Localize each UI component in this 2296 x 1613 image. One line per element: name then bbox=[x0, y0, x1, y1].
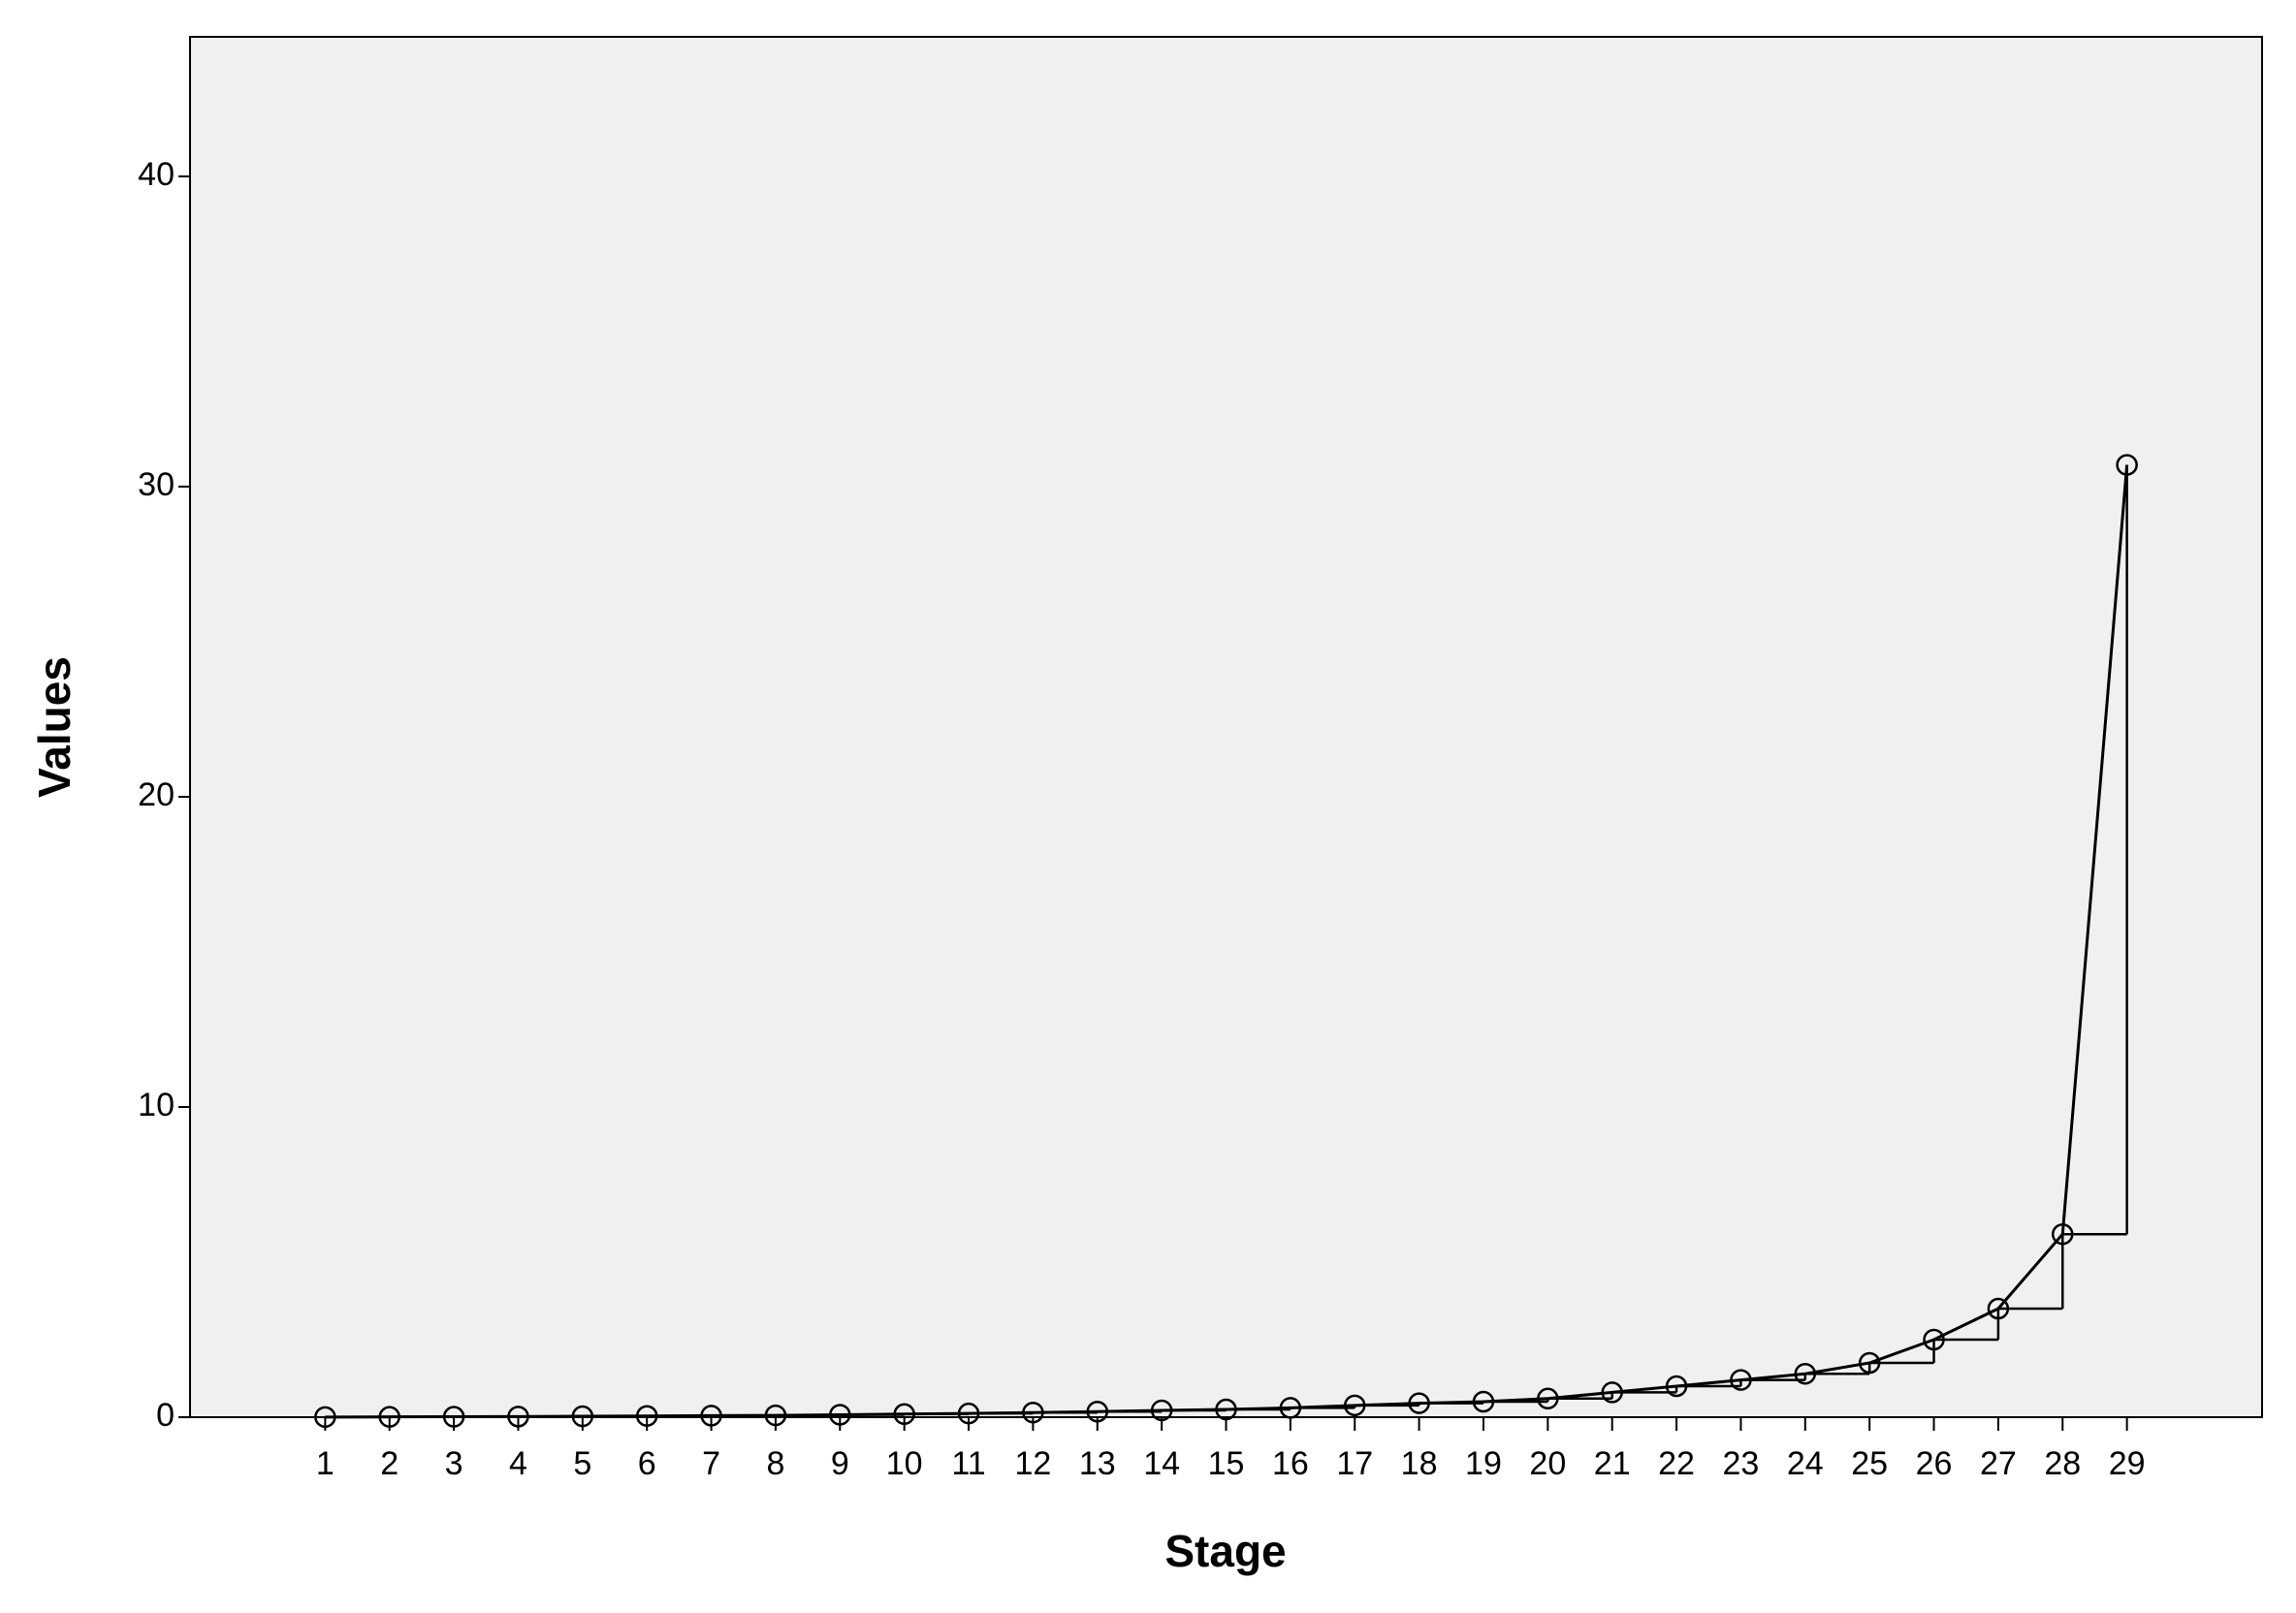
x-tick-label: 14 bbox=[1143, 1445, 1180, 1482]
data-point bbox=[2052, 1222, 2074, 1246]
x-tick-label: 5 bbox=[573, 1445, 591, 1482]
x-tick-label: 6 bbox=[638, 1445, 656, 1482]
data-point bbox=[829, 1404, 851, 1426]
x-tick-label: 4 bbox=[509, 1445, 527, 1482]
x-tick-label: 22 bbox=[1658, 1445, 1695, 1482]
data-point bbox=[1022, 1401, 1044, 1424]
x-tick-label: 12 bbox=[1014, 1445, 1051, 1482]
x-axis-title: Stage bbox=[1164, 1526, 1286, 1576]
x-tick-label: 16 bbox=[1272, 1445, 1309, 1482]
data-point bbox=[1086, 1400, 1109, 1423]
data-point bbox=[764, 1404, 787, 1427]
data-point bbox=[893, 1403, 915, 1426]
data-point bbox=[1408, 1392, 1430, 1414]
x-tick-label: 26 bbox=[1916, 1445, 1953, 1482]
data-point bbox=[1472, 1390, 1495, 1413]
x-tick-label: 28 bbox=[2044, 1445, 2081, 1482]
plot-area bbox=[189, 36, 2263, 1418]
data-point bbox=[1923, 1328, 1945, 1351]
data-point bbox=[1858, 1351, 1881, 1375]
data-point bbox=[1601, 1381, 1623, 1404]
x-tick-label: 10 bbox=[886, 1445, 923, 1482]
x-tick-label: 11 bbox=[951, 1445, 985, 1482]
data-point bbox=[635, 1405, 658, 1427]
x-tick-label: 23 bbox=[1723, 1445, 1760, 1482]
x-tick-label: 9 bbox=[831, 1445, 849, 1482]
data-point bbox=[1279, 1397, 1302, 1419]
data-point bbox=[1987, 1297, 2010, 1320]
data-point bbox=[700, 1405, 722, 1427]
x-tick-label: 13 bbox=[1079, 1445, 1116, 1482]
x-tick-label: 20 bbox=[1529, 1445, 1566, 1482]
x-tick-label: 24 bbox=[1787, 1445, 1824, 1482]
x-tick-label: 29 bbox=[2109, 1445, 2146, 1482]
data-point bbox=[1215, 1398, 1237, 1421]
x-tick-label: 27 bbox=[1980, 1445, 2017, 1482]
x-tick-label: 15 bbox=[1208, 1445, 1245, 1482]
x-tick-label: 17 bbox=[1336, 1445, 1373, 1482]
data-point bbox=[571, 1405, 594, 1428]
x-tick-label: 1 bbox=[316, 1445, 335, 1482]
x-tick-label: 25 bbox=[1851, 1445, 1888, 1482]
x-tick-label: 2 bbox=[380, 1445, 399, 1482]
x-tick-label: 18 bbox=[1401, 1445, 1438, 1482]
x-tick-label: 8 bbox=[766, 1445, 784, 1482]
data-line bbox=[325, 464, 2129, 1419]
y-tick-label: 30 bbox=[138, 466, 175, 503]
x-tick-label: 7 bbox=[702, 1445, 720, 1482]
x-tick-label: 19 bbox=[1465, 1445, 1502, 1482]
data-point bbox=[378, 1406, 400, 1428]
y-tick-label: 10 bbox=[138, 1087, 175, 1123]
data-point bbox=[1665, 1375, 1688, 1398]
data-point bbox=[442, 1406, 465, 1428]
x-tick-label: 3 bbox=[445, 1445, 463, 1482]
data-point bbox=[507, 1406, 529, 1428]
data-point bbox=[957, 1402, 980, 1425]
y-axis-title: Values bbox=[29, 656, 80, 798]
y-tick-label: 20 bbox=[138, 776, 175, 813]
data-point bbox=[314, 1406, 336, 1429]
y-tick-label: 0 bbox=[156, 1397, 175, 1434]
y-tick-label: 40 bbox=[138, 156, 175, 193]
data-point bbox=[1794, 1362, 1817, 1385]
data-point bbox=[1343, 1394, 1366, 1417]
data-point bbox=[1537, 1387, 1559, 1410]
data-point bbox=[2116, 454, 2138, 476]
x-tick-label: 21 bbox=[1594, 1445, 1631, 1482]
data-point bbox=[1730, 1369, 1752, 1391]
data-point bbox=[1150, 1399, 1173, 1422]
